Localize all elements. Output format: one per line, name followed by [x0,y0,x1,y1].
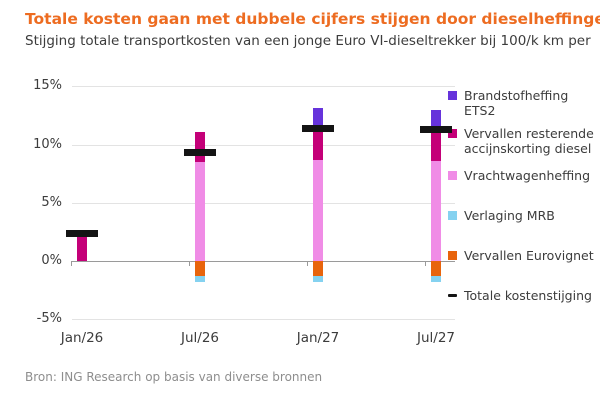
y-axis-tick-label: 5% [41,194,62,210]
source-note: Bron: ING Research op basis van diverse … [25,370,323,384]
bar-segment-blue[interactable] [431,276,441,282]
bar-segment-orange[interactable] [195,261,205,277]
legend-item-label: Totale kostenstijging [464,288,592,303]
chart-title: Totale kosten gaan met dubbele cijfers s… [25,10,600,28]
bar-segment-magenta[interactable] [431,129,441,161]
chart-subtitle: Stijging totale transportkosten van een … [25,33,591,49]
bar-segment-orange[interactable] [431,261,441,277]
bar-segment-blue[interactable] [313,276,323,282]
legend-item: Vervallen Eurovignet [448,248,598,263]
bar-segment-magenta[interactable] [195,131,205,162]
legend-dash-icon [448,294,457,297]
legend-item-label: Brandstofheffing ETS2 [464,88,569,118]
y-axis-tick-label: 15% [33,78,62,94]
x-axis-tick [425,261,426,266]
x-axis-tick [189,261,190,266]
bar-segment-magenta[interactable] [313,128,323,160]
chart-legend: Brandstofheffing ETS2 Vervallen resterend… [448,0,598,400]
total-cost-marker[interactable] [66,229,98,237]
bar-segment-pink[interactable] [313,159,323,261]
x-axis-tick [307,261,308,266]
legend-item-label: Vervallen Eurovignet [464,248,594,263]
bar-segment-orange[interactable] [313,261,323,277]
gridline--5 [72,319,455,321]
bar-segment-purple[interactable] [313,108,323,129]
legend-item-label: Vrachtwagenheffing [464,168,591,183]
gridline-15 [72,86,455,88]
legend-item: Vervallen resterende accijnskorting dies… [448,126,598,156]
legend-square-icon [448,171,457,180]
bar-segment-purple[interactable] [431,109,441,130]
x-axis-line [72,261,455,262]
total-cost-marker[interactable] [420,125,452,133]
gridline-5 [72,202,455,204]
legend-square-icon [448,251,457,260]
x-axis-category-label: Jul/26 [180,330,219,346]
bar-segment-pink[interactable] [195,161,205,261]
legend-square-icon [448,211,457,220]
legend-item: Verlaging MRB [448,208,598,223]
x-axis-category-label: Jul/27 [416,330,455,346]
legend-square-icon [448,91,457,100]
legend-item: Brandstofheffing ETS2 [448,88,598,118]
legend-item: Totale kostenstijging [448,288,598,303]
x-axis-category-label: Jan/26 [60,330,104,346]
legend-item-label: Verlaging MRB [464,208,555,223]
bar-segment-magenta[interactable] [77,233,87,261]
legend-item: Vrachtwagenheffing [448,168,598,183]
legend-square-icon [448,129,457,138]
x-axis-tick [71,261,72,266]
gridline-10 [72,144,455,146]
y-axis-tick-label: 0% [41,253,62,268]
total-cost-marker[interactable] [302,124,334,132]
total-cost-marker[interactable] [184,149,216,157]
x-axis-category-label: Jan/27 [296,330,340,346]
y-axis-tick-label: 10% [33,136,62,152]
bar-segment-blue[interactable] [195,276,205,282]
y-axis-tick-label: -5% [36,311,62,327]
legend-item-label: Vervallen resterende accijnskorting dies… [464,126,594,156]
bar-segment-pink[interactable] [431,160,441,261]
